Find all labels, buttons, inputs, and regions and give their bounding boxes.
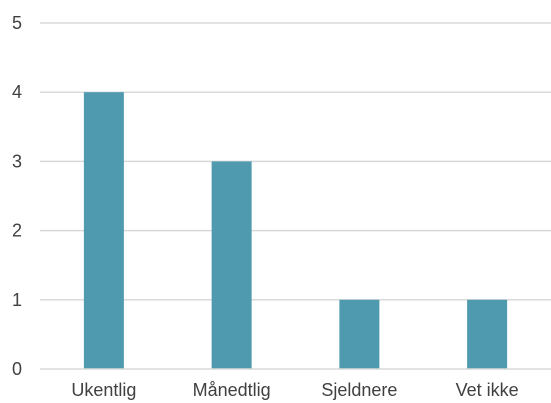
bar-månedtlig — [211, 161, 252, 369]
y-tick-label: 2 — [12, 221, 22, 241]
x-tick-label: Månedtlig — [193, 380, 271, 400]
bar-vet-ikke — [467, 299, 508, 369]
y-axis-tick-labels: 0 1 2 3 4 5 — [12, 13, 22, 379]
y-tick-label: 0 — [12, 359, 22, 379]
y-tick-label: 3 — [12, 151, 22, 171]
x-axis-tick-labels: Ukentlig Månedtlig Sjeldnere Vet ikke — [71, 380, 518, 400]
x-tick-label: Ukentlig — [71, 380, 136, 400]
y-tick-label: 5 — [12, 13, 22, 33]
x-tick-label: Sjeldnere — [321, 380, 397, 400]
y-tick-label: 4 — [12, 82, 22, 102]
bar-sjeldnere — [339, 299, 380, 369]
gridlines — [40, 22, 551, 301]
bar-ukentlig — [83, 92, 124, 369]
bars — [83, 92, 508, 369]
x-tick-label: Vet ikke — [456, 380, 519, 400]
y-tick-label: 1 — [12, 290, 22, 310]
